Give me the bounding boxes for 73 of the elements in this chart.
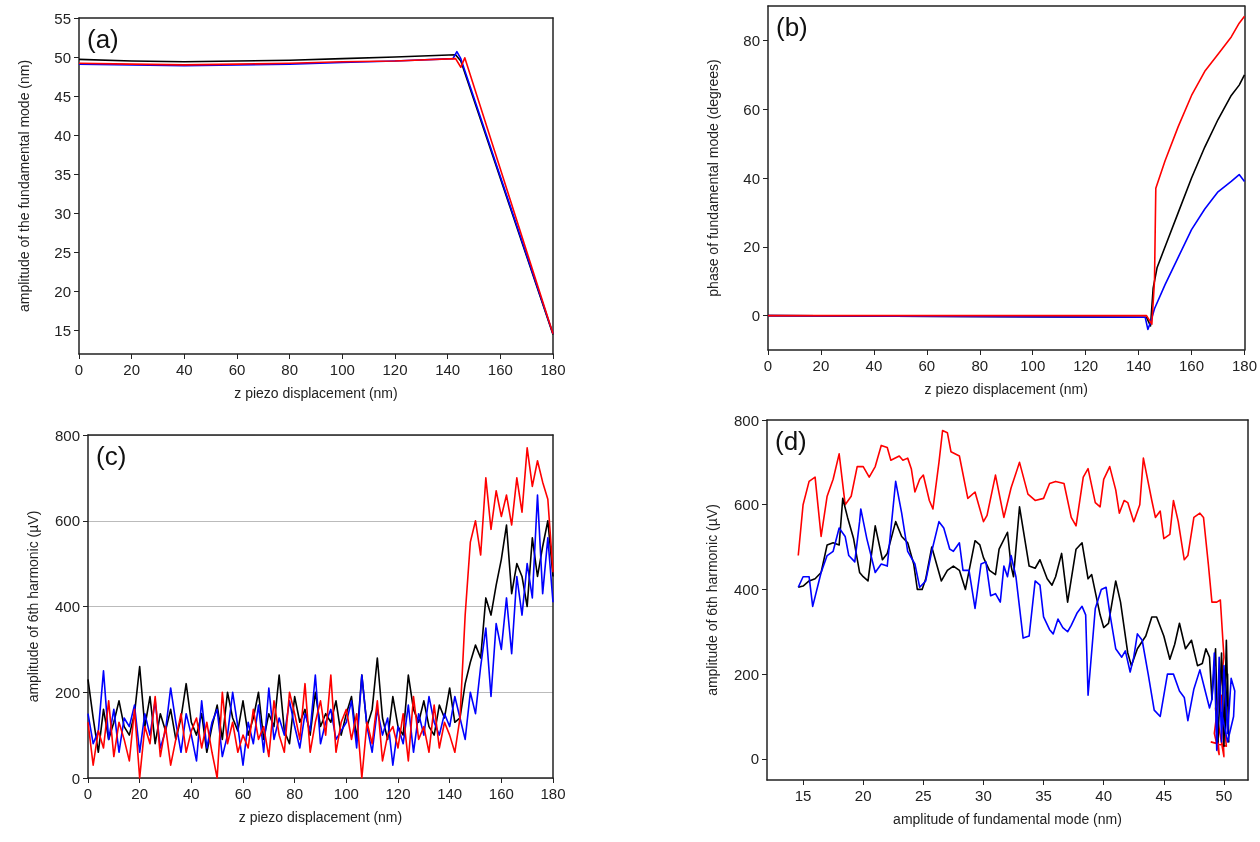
y-tick-label: 45 xyxy=(54,87,71,105)
y-axis-title: amplitude of 6th harmonic (µV) xyxy=(704,504,720,696)
y-tick-label: 400 xyxy=(54,598,80,615)
y-tick-label: 20 xyxy=(743,238,760,256)
x-tick-label: 40 xyxy=(175,361,193,378)
x-tick-label: 20 xyxy=(131,785,149,802)
y-tick-label: 800 xyxy=(733,411,759,429)
x-tick-label: 40 xyxy=(182,785,200,802)
x-tick-label: 0 xyxy=(83,785,93,802)
x-tick-label: 140 xyxy=(437,785,463,802)
x-tick-label: 30 xyxy=(975,787,992,804)
x-tick-label: 120 xyxy=(382,361,408,378)
x-tick-label: 160 xyxy=(1179,357,1205,374)
y-tick-label: 20 xyxy=(54,282,71,300)
x-tick-label: 100 xyxy=(329,361,355,378)
x-tick-label: 40 xyxy=(1095,787,1113,804)
y-tick-label: 400 xyxy=(733,580,759,598)
y-tick-label: 800 xyxy=(54,426,80,444)
x-tick-label: 100 xyxy=(333,785,359,802)
y-tick-label: 35 xyxy=(54,165,71,183)
x-tick-label: 60 xyxy=(228,361,246,378)
x-tick-label: 80 xyxy=(971,357,989,374)
y-tick-label: 200 xyxy=(733,665,759,683)
x-tick-label: 80 xyxy=(281,361,299,378)
y-tick-label: 40 xyxy=(54,126,71,144)
x-tick-label: 60 xyxy=(918,357,936,374)
annotation: (d) xyxy=(775,426,807,456)
y-tick-label: 15 xyxy=(54,322,71,340)
x-tick-label: 15 xyxy=(794,787,812,804)
y-tick-label: 55 xyxy=(54,9,71,27)
y-tick-label: 0 xyxy=(750,750,759,768)
y-tick-label: 30 xyxy=(54,204,71,222)
annotation: (a) xyxy=(87,24,119,54)
x-tick-label: 20 xyxy=(812,357,830,374)
x-axis-title: z piezo displacement (nm) xyxy=(924,381,1088,397)
y-tick-label: 600 xyxy=(733,496,759,514)
x-axis-title: amplitude of fundamental mode (nm) xyxy=(893,811,1122,827)
x-tick-label: 40 xyxy=(865,357,883,374)
y-axis-title: amplitude of 6th harmonic (µV) xyxy=(25,510,41,703)
x-axis-title: z piezo displacement (nm) xyxy=(238,809,403,825)
x-tick-label: 140 xyxy=(435,361,461,378)
x-tick-label: 60 xyxy=(234,785,252,802)
x-tick-label: 45 xyxy=(1155,787,1173,804)
x-tick-label: 160 xyxy=(487,361,513,378)
x-tick-label: 120 xyxy=(385,785,411,802)
x-tick-label: 180 xyxy=(1231,357,1257,374)
x-tick-label: 20 xyxy=(854,787,872,804)
x-tick-label: 180 xyxy=(540,785,566,802)
x-tick-label: 35 xyxy=(1035,787,1052,804)
annotation: (b) xyxy=(776,12,808,42)
x-tick-label: 140 xyxy=(1126,357,1152,374)
x-tick-label: 120 xyxy=(1073,357,1099,374)
x-tick-label: 25 xyxy=(914,787,932,804)
y-tick-label: 0 xyxy=(751,307,760,325)
x-tick-label: 0 xyxy=(763,357,773,374)
y-tick-label: 0 xyxy=(71,769,80,787)
x-tick-label: 50 xyxy=(1215,787,1233,804)
y-tick-label: 600 xyxy=(54,512,80,530)
y-tick-label: 200 xyxy=(54,683,80,701)
x-tick-label: 180 xyxy=(540,361,566,378)
annotation: (c) xyxy=(96,441,127,471)
x-axis-title: z piezo displacement (nm) xyxy=(234,385,398,401)
y-tick-label: 40 xyxy=(743,169,760,187)
x-tick-label: 20 xyxy=(123,361,141,378)
x-tick-label: 80 xyxy=(286,785,304,802)
y-tick-label: 80 xyxy=(743,31,760,49)
x-tick-label: 160 xyxy=(488,785,514,802)
y-tick-label: 60 xyxy=(743,100,760,118)
x-tick-label: 100 xyxy=(1020,357,1046,374)
y-axis-title: phase of fundamental mode (degrees) xyxy=(705,59,721,297)
y-tick-label: 25 xyxy=(54,243,71,261)
y-tick-label: 50 xyxy=(54,48,71,66)
y-axis-title: amplitude of the fundamental mode (nm) xyxy=(16,59,32,313)
